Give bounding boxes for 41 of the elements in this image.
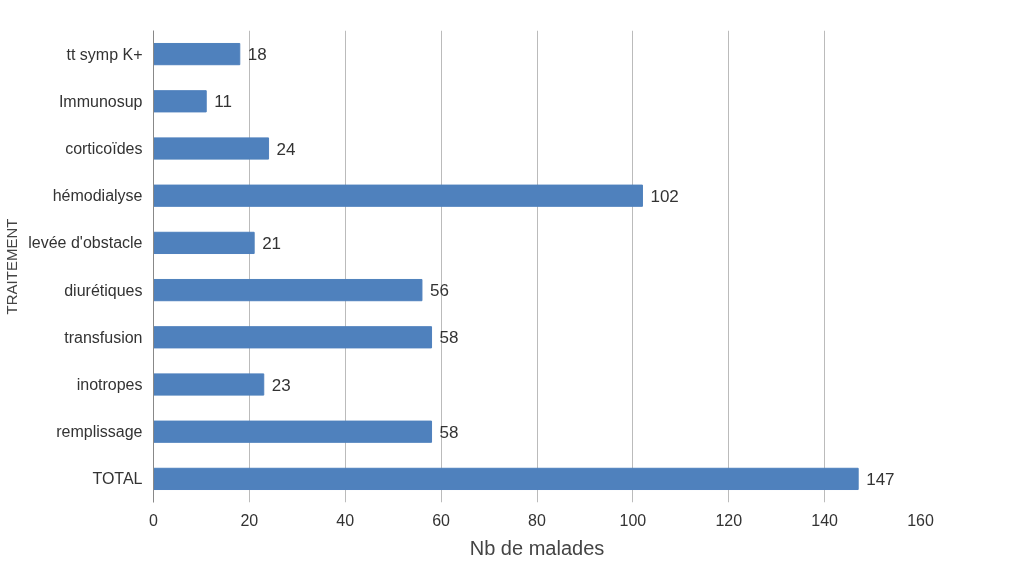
bar — [153, 467, 859, 491]
y-tick-label: TOTAL — [92, 470, 143, 488]
x-tick-label: 100 — [619, 511, 647, 529]
data-label: 147 — [866, 469, 895, 489]
x-tick-label: 80 — [528, 511, 546, 529]
y-tick-label: diurétiques — [64, 281, 143, 299]
data-label: 21 — [262, 233, 282, 253]
data-label: 58 — [439, 422, 459, 442]
data-label: 56 — [429, 281, 449, 301]
y-tick-label: inotropes — [76, 376, 143, 393]
x-tick-label: 0 — [149, 511, 159, 529]
y-tick-label: levée d'obstacle — [28, 234, 143, 252]
y-axis-title: TRAITEMENT — [3, 218, 21, 315]
bar — [153, 137, 270, 160]
x-tick-label: 20 — [240, 511, 259, 529]
data-label: 23 — [271, 375, 291, 395]
x-tick-label: 160 — [907, 511, 934, 529]
data-label: 58 — [439, 328, 459, 348]
x-tick-label: 120 — [715, 511, 743, 529]
bar — [153, 278, 423, 302]
y-tick-label: hémodialyse — [52, 187, 143, 205]
bar — [153, 420, 433, 443]
x-tick-label: 140 — [811, 511, 839, 529]
bar — [153, 326, 433, 349]
y-tick-label: tt symp K+ — [66, 45, 143, 63]
bar — [153, 90, 207, 113]
data-label: 24 — [276, 139, 296, 159]
y-tick-label: Immunosup — [58, 92, 143, 110]
y-tick-label: remplissage — [56, 423, 143, 441]
data-label: 18 — [247, 45, 267, 65]
bar — [153, 184, 643, 207]
y-tick-label: transfusion — [64, 328, 143, 346]
x-tick-label: 40 — [336, 511, 355, 529]
bar — [153, 42, 241, 66]
data-label: 11 — [214, 92, 232, 112]
data-label: 102 — [650, 186, 679, 206]
x-tick-label: 60 — [432, 511, 451, 529]
y-tick-label: corticoïdes — [65, 140, 143, 157]
bar — [153, 231, 255, 255]
x-axis-title: Nb de malades — [469, 536, 605, 559]
bar — [153, 373, 265, 396]
